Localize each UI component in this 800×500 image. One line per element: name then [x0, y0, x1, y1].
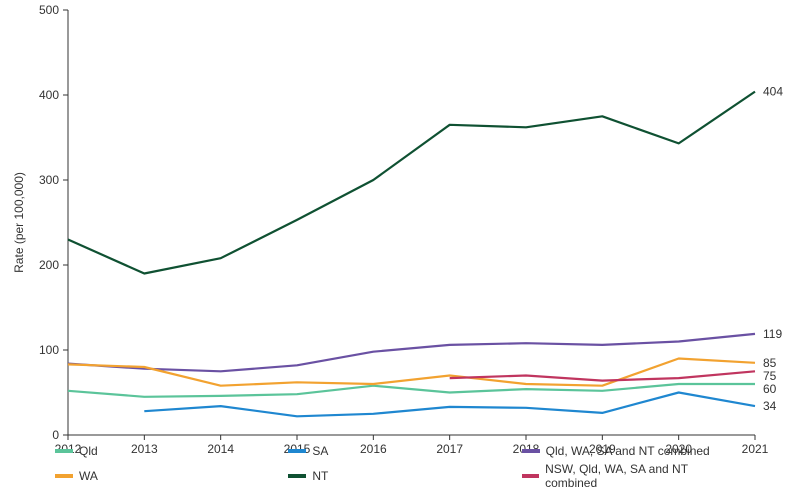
legend-swatch [522, 449, 540, 453]
y-tick-label: 400 [39, 88, 59, 102]
y-tick-label: 500 [39, 3, 59, 17]
legend-label: Qld [79, 444, 98, 458]
legend-label: SA [312, 444, 328, 458]
legend-swatch [55, 449, 73, 453]
legend-label: NSW, Qld, WA, SA and NT combined [545, 462, 737, 490]
series-end-label: 119 [763, 327, 782, 341]
series-end-label: 34 [763, 399, 777, 413]
series-end-label: 404 [763, 85, 783, 99]
legend-swatch [288, 449, 306, 453]
chart-svg: 0100200300400500Rate (per 100,000)201220… [0, 0, 800, 500]
legend-swatch [55, 474, 73, 478]
chart-legend: Qld SA Qld, WA, SA and NT combined WA NT NSW,… [55, 444, 755, 490]
legend-label: Qld, WA, SA and NT combined [546, 444, 710, 458]
line-chart: 0100200300400500Rate (per 100,000)201220… [0, 0, 800, 500]
y-axis-title: Rate (per 100,000) [12, 172, 26, 273]
legend-item: NT [288, 462, 503, 490]
legend-item: Qld [55, 444, 270, 458]
series-qld [68, 384, 755, 397]
legend-item: Qld, WA, SA and NT combined [522, 444, 737, 458]
y-tick-label: 0 [52, 428, 59, 442]
legend-label: WA [79, 469, 98, 483]
series-wa [68, 359, 755, 386]
series-end-label: 60 [763, 382, 777, 396]
y-tick-label: 300 [39, 173, 59, 187]
series-combo5 [450, 371, 755, 380]
legend-item: NSW, Qld, WA, SA and NT combined [522, 462, 737, 490]
series-end-label: 85 [763, 356, 777, 370]
series-end-label: 75 [763, 369, 777, 383]
series-nt [68, 92, 755, 274]
legend-item: SA [288, 444, 503, 458]
legend-label: NT [312, 469, 328, 483]
series-combo4 [68, 334, 755, 371]
y-tick-label: 100 [39, 343, 59, 357]
y-tick-label: 200 [39, 258, 59, 272]
legend-item: WA [55, 462, 270, 490]
legend-swatch [522, 474, 539, 478]
legend-swatch [288, 474, 306, 478]
